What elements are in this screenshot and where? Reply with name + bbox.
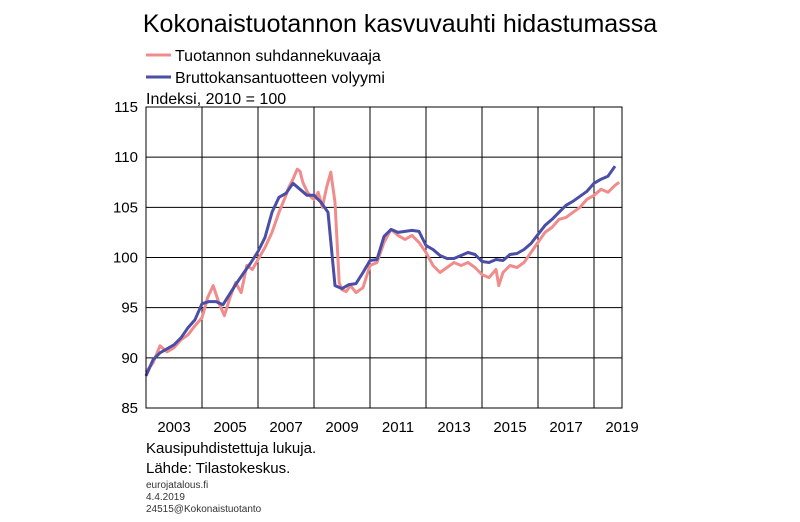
y-tick-label: 115	[114, 99, 138, 116]
meta-code: 24515@Kokonaistuotanto	[146, 504, 262, 515]
legend: Tuotannon suhdannekuvaaja Bruttokansantu…	[146, 48, 385, 87]
x-tick-label: 2019	[605, 419, 638, 436]
plot-frame	[145, 106, 623, 409]
y-tick-labels: 85 90 95 100 105 110 115	[113, 99, 138, 417]
y-tick-label: 105	[113, 199, 138, 216]
meta-site: eurojatalous.fi	[146, 480, 208, 491]
x-tick-label: 2017	[549, 419, 582, 436]
y-axis-label: Indeksi, 2010 = 100	[146, 91, 286, 108]
meta-date: 4.4.2019	[146, 492, 185, 503]
x-tick-label: 2009	[325, 419, 358, 436]
legend-label-gdp: Bruttokansantuotteen volyymi	[175, 70, 385, 87]
y-tick-label: 90	[121, 350, 138, 367]
series-line-production	[144, 167, 621, 373]
x-tick-label: 2015	[493, 419, 526, 436]
x-tick-labels: 2003 2005 2007 2009 2011 2013 2015 2017 2019	[157, 419, 638, 436]
legend-label-production: Tuotannon suhdannekuvaaja	[175, 48, 381, 65]
note-seasonally-adjusted: Kausipuhdistettuja lukuja.	[146, 440, 316, 457]
x-tick-label: 2011	[382, 419, 414, 436]
y-tick-label: 110	[114, 149, 138, 166]
series-line-gdp	[144, 165, 617, 377]
y-tick-label: 95	[121, 300, 138, 317]
note-source: Lähde: Tilastokeskus.	[146, 460, 290, 477]
series-layer	[144, 165, 621, 377]
y-tick-label: 85	[121, 400, 138, 417]
chart-title: Kokonaistuotannon kasvuvauhti hidastumas…	[143, 10, 657, 38]
x-tick-label: 2007	[269, 419, 302, 436]
grid	[146, 107, 622, 408]
x-tick-label: 2013	[437, 419, 470, 436]
y-tick-label: 100	[113, 250, 138, 267]
x-tick-label: 2005	[213, 419, 246, 436]
x-tick-label: 2003	[157, 419, 190, 436]
